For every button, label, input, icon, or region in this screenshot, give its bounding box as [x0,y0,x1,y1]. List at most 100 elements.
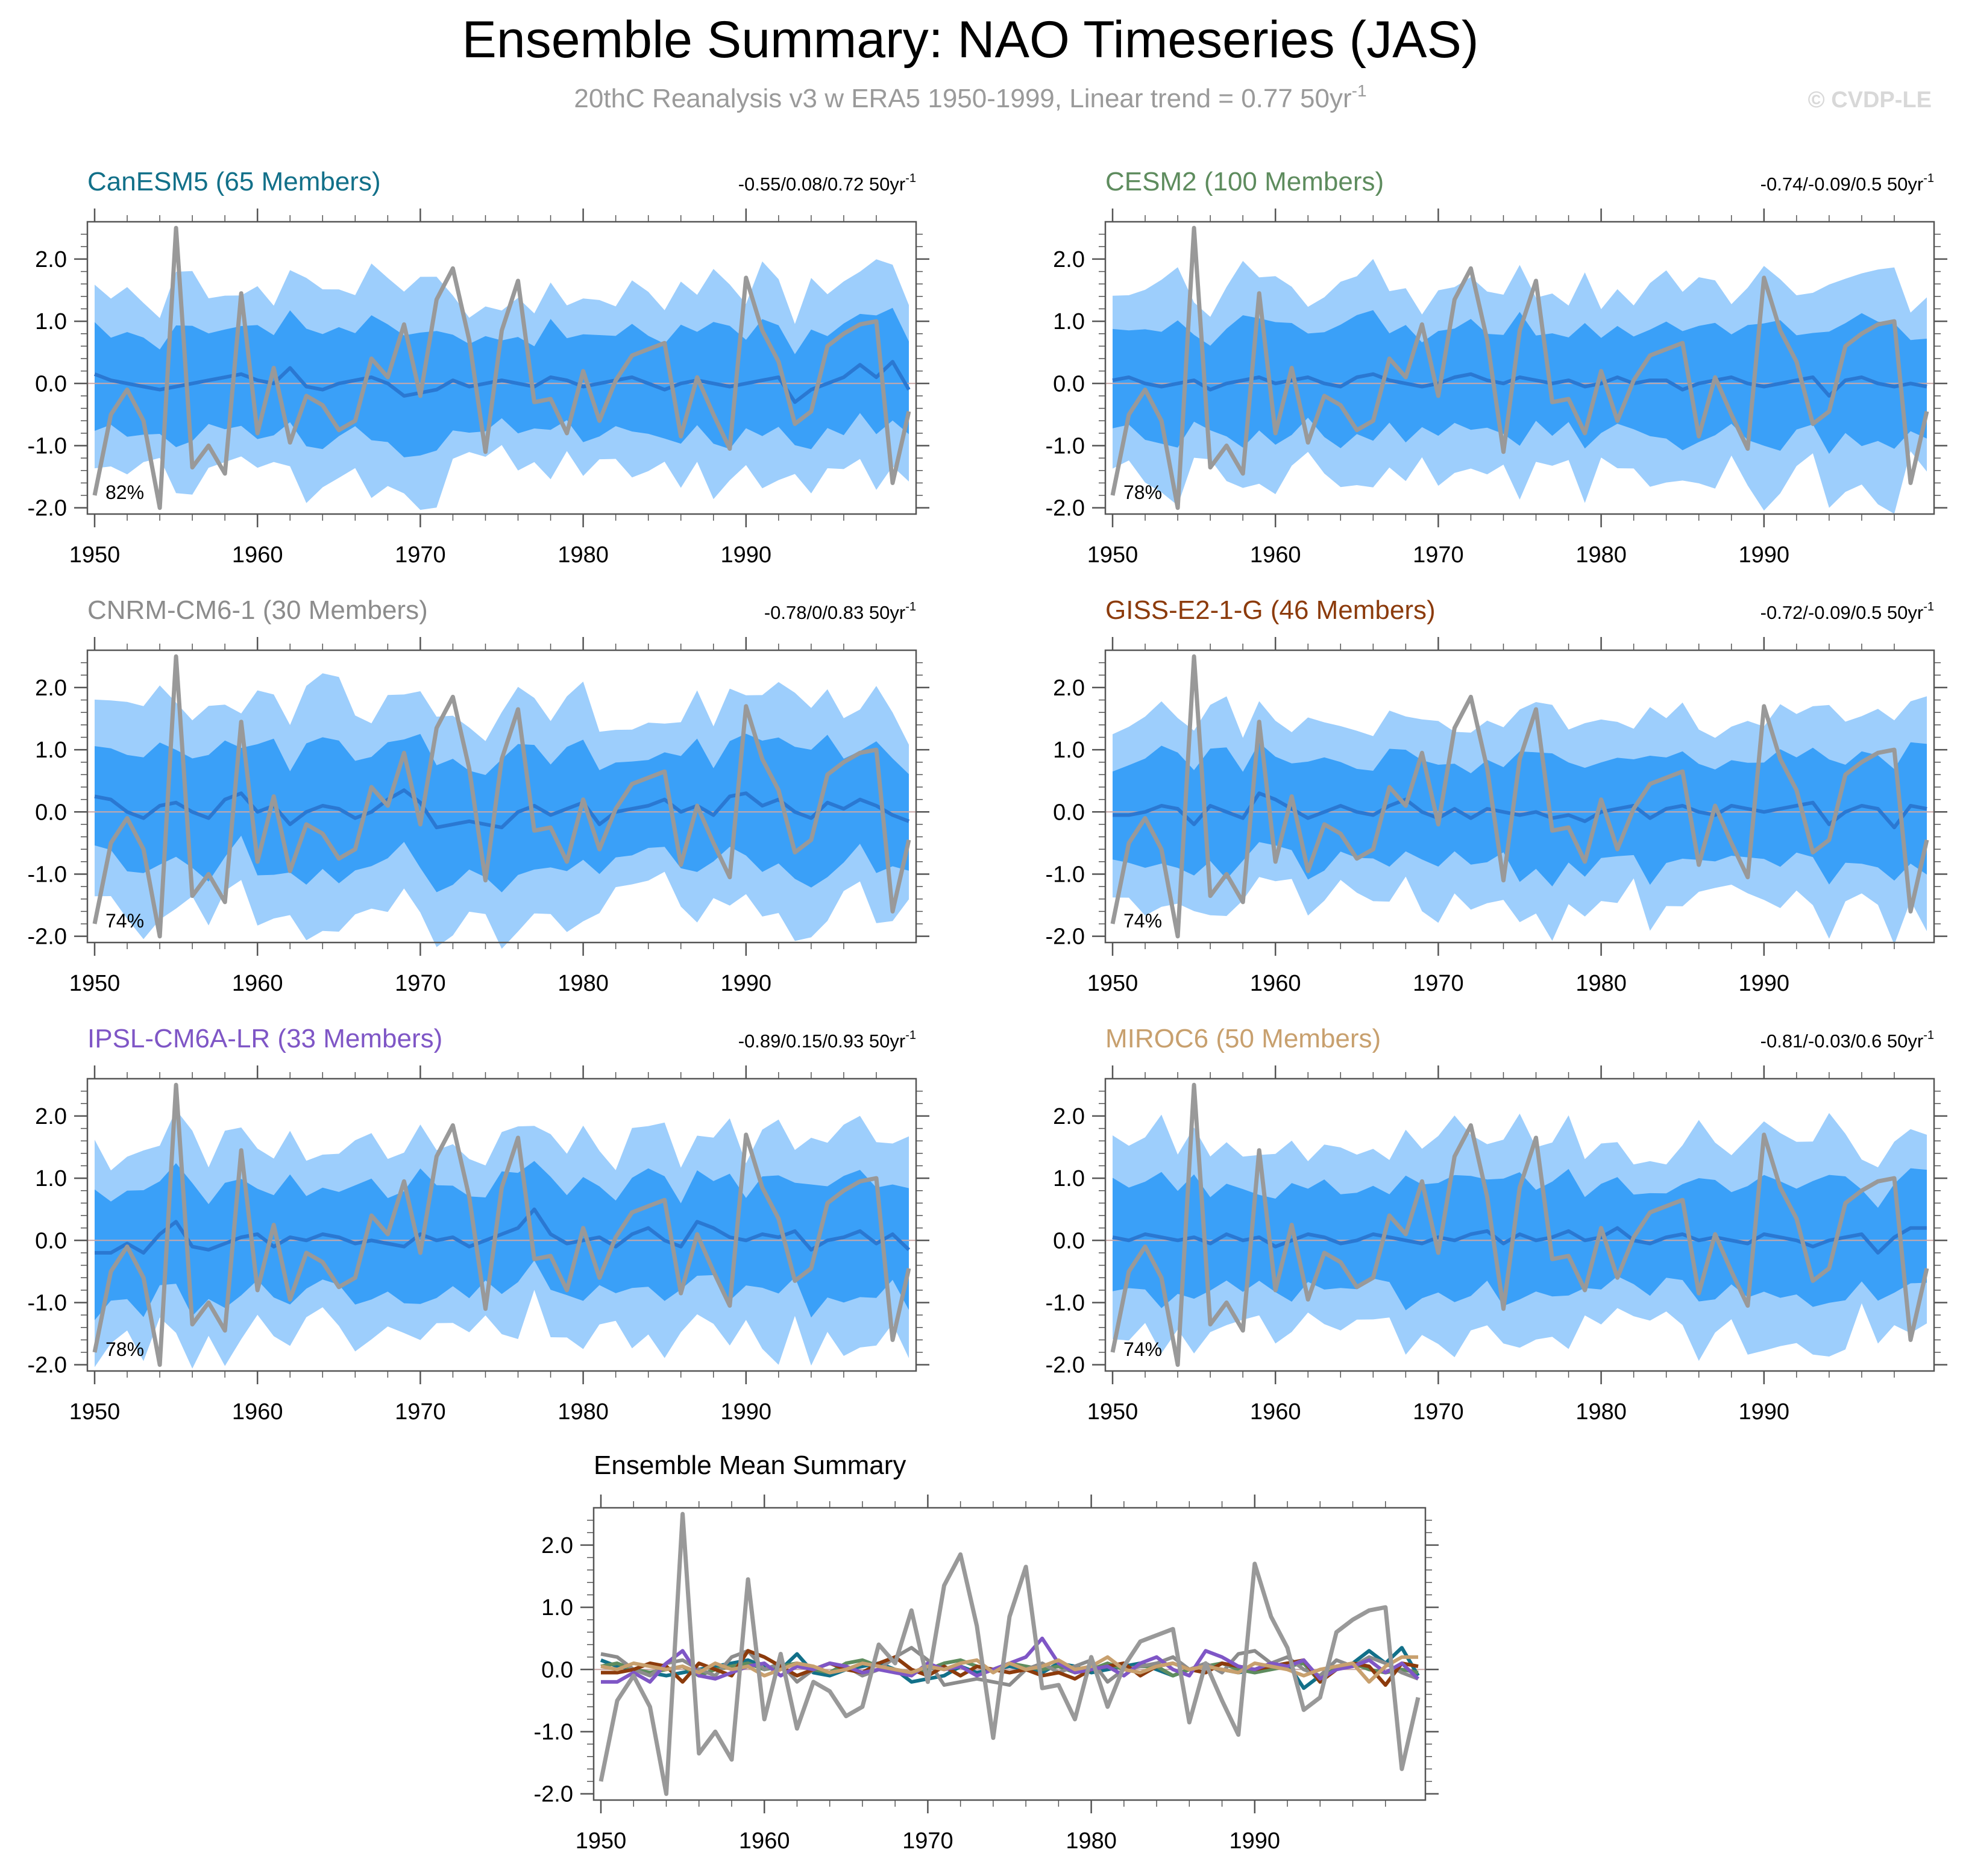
x-tick-label: 1950 [1087,1399,1139,1425]
trend-label: -0.55/0.08/0.72 50yr-1 [738,172,916,195]
percent-label: 74% [1123,1338,1162,1360]
trend-value: -0.89/0.15/0.93 50yr [738,1031,905,1052]
y-tick-label: 2.0 [1053,1104,1085,1129]
y-tick-label: 1.0 [35,738,67,763]
x-tick-label: 1970 [395,971,446,996]
ensemble-mean-summary-panel: Ensemble Mean Summary2.01.00.0-1.0-2.019… [534,1451,1439,1854]
plot-frame [592,1507,1427,1801]
y-tick-label: -1.0 [1046,862,1085,887]
y-tick-label: -2.0 [28,1353,67,1378]
trend-value: -0.74/-0.09/0.5 50yr [1760,174,1924,195]
y-tick-label: 2.0 [35,676,67,701]
observed-nao-line [92,1082,911,1367]
x-tick-label: 1980 [557,1399,609,1425]
plot-frame [1104,221,1935,515]
y-tick-label: -1.0 [28,1290,67,1316]
x-tick-label: 1960 [1250,971,1301,996]
x-tick-label: 1970 [1413,971,1464,996]
trend-label: -0.74/-0.09/0.5 50yr-1 [1760,172,1934,195]
x-tick-label: 1990 [721,971,772,996]
observed-nao-line [1110,225,1929,510]
x-tick-label: 1950 [69,542,121,568]
y-tick-label: 1.0 [541,1595,573,1620]
x-tick-label: 1990 [1739,971,1790,996]
trend-sup: -1 [905,600,916,613]
y-tick-label: -1.0 [28,433,67,459]
x-tick-label: 1970 [395,542,446,568]
observed-nao-line [1110,654,1929,939]
ensemble-mean-line [93,360,911,404]
x-tick-label: 1960 [232,1399,283,1425]
y-tick-label: -1.0 [534,1719,573,1745]
model-panel-giss-e2-1-g: GISS-E2-1-G (46 Members) -0.72/-0.09/0.5 … [1046,595,1947,996]
x-tick-label: 1960 [232,971,283,996]
x-tick-label: 1990 [1230,1828,1281,1854]
y-tick-label: 0.0 [1053,371,1085,397]
panel-title: CESM2 (100 Members) [1105,167,1384,196]
y-tick-label: 0.0 [35,1228,67,1253]
ensemble-mean-line [1112,372,1927,398]
panel-title: CanESM5 (65 Members) [87,167,381,196]
x-tick-label: 1960 [1250,1399,1301,1425]
plot-frame [86,221,917,515]
plot-frame [1104,1078,1935,1372]
percent-label: 74% [1123,910,1162,932]
trend-label: -0.89/0.15/0.93 50yr-1 [738,1029,916,1052]
y-tick-label: -2.0 [28,496,67,521]
y-tick-label: 2.0 [1053,676,1085,701]
x-tick-label: 1960 [739,1828,790,1854]
trend-label: -0.81/-0.03/0.6 50yr-1 [1760,1029,1934,1052]
percent-label: 78% [105,1338,144,1360]
x-tick-label: 1990 [721,542,772,568]
y-tick-label: 0.0 [35,800,67,825]
x-tick-label: 1970 [1413,542,1464,568]
trend-sup: -1 [1923,1029,1934,1042]
ensemble-mean-line [94,788,910,830]
panel-title: GISS-E2-1-G (46 Members) [1105,595,1436,625]
trend-label: -0.72/-0.09/0.5 50yr-1 [1760,600,1934,623]
y-tick-label: 0.0 [1053,1228,1085,1253]
x-tick-label: 1960 [232,542,283,568]
trend-value: -0.81/-0.03/0.6 50yr [1760,1031,1924,1052]
observed-nao-line [92,225,911,510]
x-tick-label: 1980 [557,971,609,996]
y-tick-label: 2.0 [35,1104,67,1129]
trend-sup: -1 [905,1029,916,1042]
y-tick-label: -2.0 [1046,1353,1085,1378]
ensemble-mean-miroc6 [600,1655,1418,1684]
panel-title: IPSL-CM6A-LR (33 Members) [87,1024,442,1053]
x-tick-label: 1960 [1250,542,1301,568]
observed-nao-line [92,654,911,939]
trend-label: -0.78/0/0.83 50yr-1 [764,600,916,623]
y-tick-label: 0.0 [35,371,67,397]
y-tick-label: -2.0 [28,924,67,950]
y-tick-label: -1.0 [28,862,67,887]
x-tick-label: 1990 [721,1399,772,1425]
percent-label: 78% [1123,482,1162,503]
x-tick-label: 1980 [557,542,609,568]
trend-sup: -1 [1923,172,1934,185]
model-panel-cesm2: CESM2 (100 Members) -0.74/-0.09/0.5 50yr-… [1046,167,1947,568]
model-panel-ipsl-cm6a-lr: IPSL-CM6A-LR (33 Members) -0.89/0.15/0.93… [28,1024,929,1425]
x-tick-label: 1950 [69,971,121,996]
y-tick-label: -1.0 [1046,1290,1085,1316]
x-tick-label: 1950 [1087,971,1139,996]
trend-sup: -1 [1923,600,1934,613]
observed-nao-line [598,1511,1421,1796]
x-tick-label: 1970 [395,1399,446,1425]
trend-sup: -1 [905,172,916,185]
y-tick-label: 0.0 [1053,800,1085,825]
y-tick-label: 2.0 [541,1533,573,1558]
x-tick-label: 1950 [576,1828,627,1854]
model-panel-miroc6: MIROC6 (50 Members) -0.81/-0.03/0.6 50yr-… [1046,1024,1947,1425]
ensemble-mean-line [1112,1226,1927,1255]
y-tick-label: -2.0 [1046,924,1085,950]
y-tick-label: -1.0 [1046,433,1085,459]
x-tick-label: 1970 [902,1828,953,1854]
plot-frame [1104,649,1935,944]
observed-nao-line [1110,1082,1929,1367]
x-tick-label: 1980 [1066,1828,1117,1854]
y-tick-label: -2.0 [1046,496,1085,521]
summary-title: Ensemble Mean Summary [594,1451,906,1480]
